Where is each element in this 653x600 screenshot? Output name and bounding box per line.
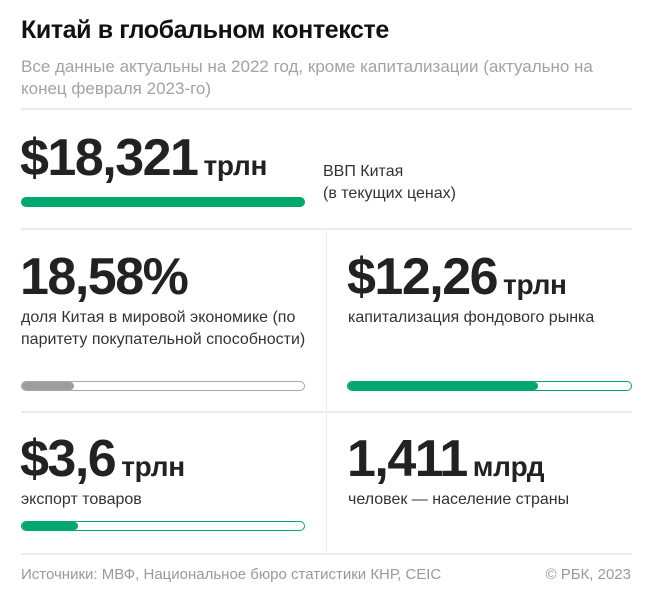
share-number: 18,58% (20, 248, 189, 306)
capitalization-number: $12,26 (347, 248, 499, 306)
capitalization-bar-fill (348, 382, 538, 390)
export-label: экспорт товаров (21, 491, 142, 508)
divider (21, 228, 632, 230)
copyright: © РБК, 2023 (545, 566, 631, 583)
gdp-value: $18,321 трлн (20, 128, 267, 188)
capitalization-unit: трлн (503, 269, 567, 300)
population-number: 1,411 (347, 430, 468, 488)
gdp-label-line1: ВВП Китая (323, 163, 404, 180)
page-subtitle: Все данные актуальны на 2022 год, кроме … (21, 57, 593, 98)
export-number: $3,6 (20, 430, 117, 488)
export-value: $3,6 трлн (20, 429, 185, 489)
page-title: Китай в глобальном контексте (21, 16, 389, 44)
share-value: 18,58% (20, 247, 189, 307)
gdp-label-line2: (в текущих ценах) (323, 185, 456, 202)
capitalization-value: $12,26 трлн (347, 247, 567, 307)
gdp-unit: трлн (203, 150, 268, 181)
share-bar (21, 381, 305, 391)
population-unit: млрд (472, 451, 545, 482)
population-value: 1,411 млрд (347, 429, 545, 489)
divider (21, 553, 632, 555)
divider (21, 411, 632, 413)
share-label: доля Китая в мировой экономике (по парит… (21, 309, 306, 348)
divider (21, 108, 632, 110)
column-divider (326, 230, 327, 552)
gdp-bar (21, 197, 305, 207)
gdp-number: $18,321 (20, 129, 199, 187)
sources-note: Источники: МВФ, Национальное бюро статис… (21, 566, 442, 583)
export-bar (21, 521, 305, 531)
gdp-label: ВВП Китая (в текущих ценах) (323, 161, 456, 205)
capitalization-bar (347, 381, 632, 391)
export-bar-fill (22, 522, 79, 530)
share-bar-fill (22, 382, 75, 390)
population-label: человек — население страны (348, 491, 570, 508)
capitalization-label: капитализация фондового рынка (348, 309, 595, 326)
export-unit: трлн (121, 451, 185, 482)
